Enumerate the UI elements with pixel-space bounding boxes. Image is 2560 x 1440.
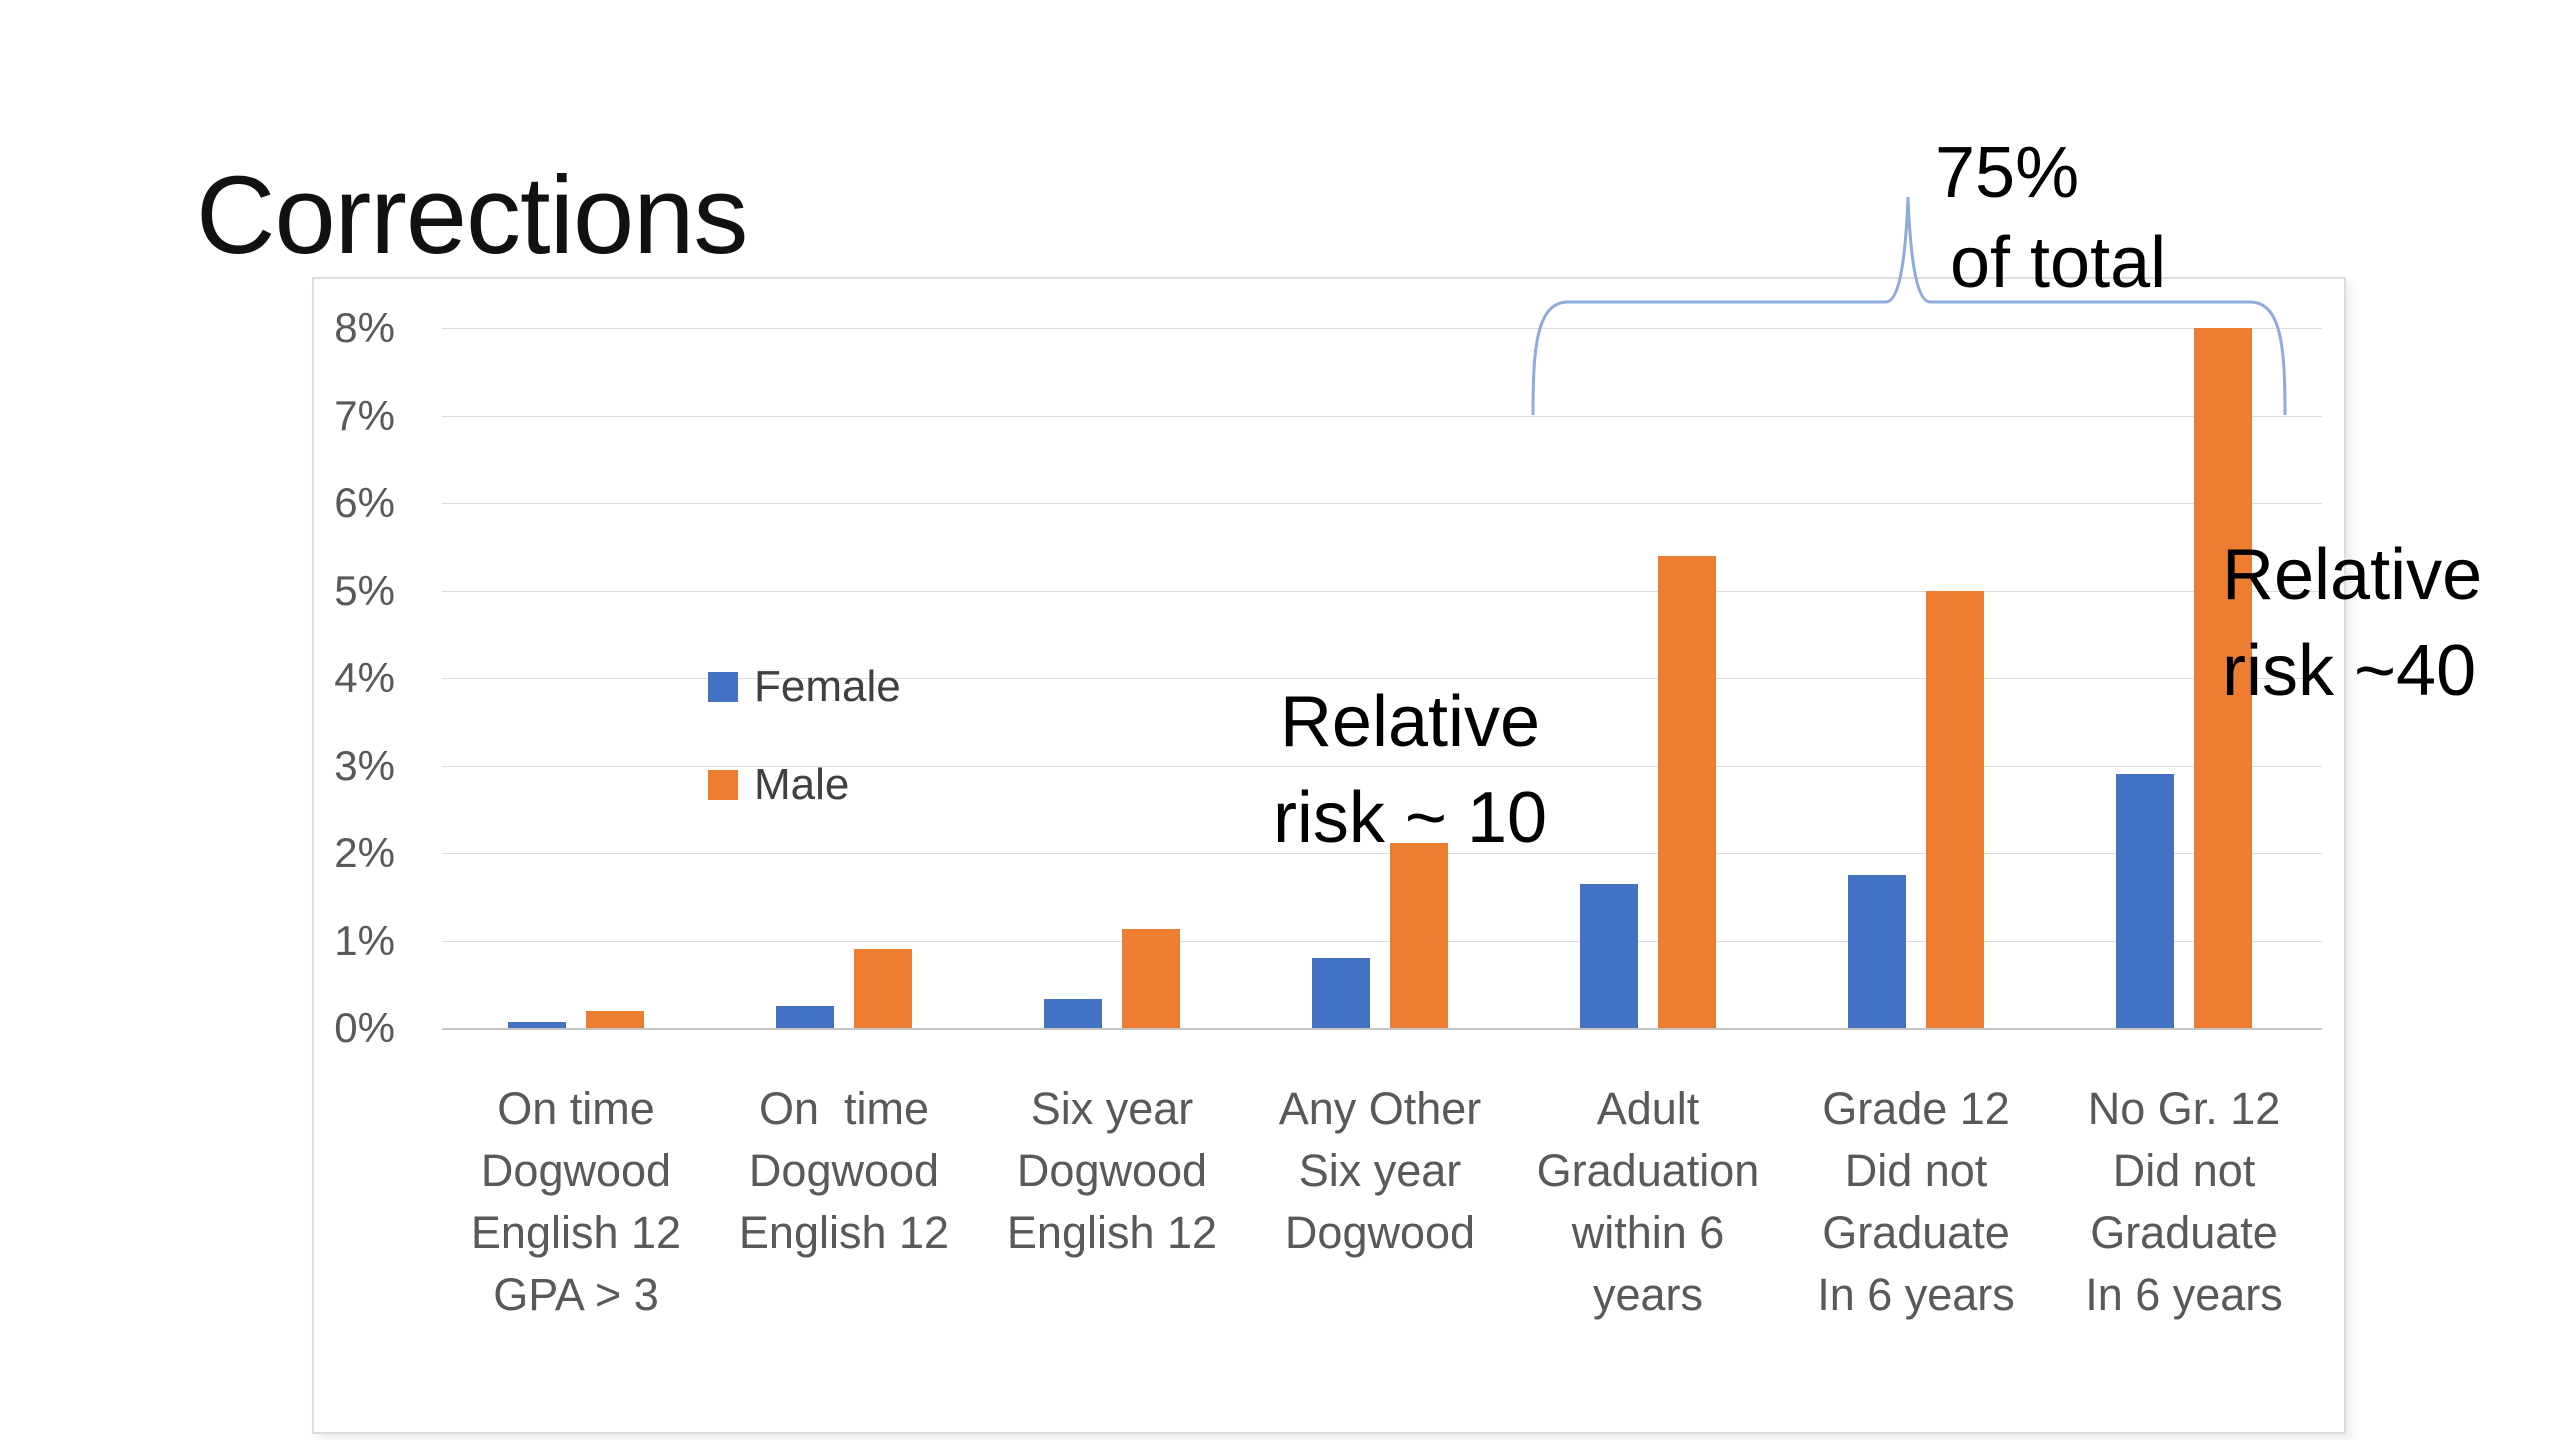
y-tick-label-4%: 4% (334, 654, 395, 701)
x-category-label-line: Dogwood (1284, 1207, 1476, 1258)
annotation-risk10-line1: Relative (1279, 682, 1541, 762)
bar-male-cat6 (1926, 590, 1984, 1028)
bar-female-cat7 (2116, 774, 2174, 1028)
x-category-label-line: Graduate (1822, 1207, 2010, 1258)
x-category-label-line: Dogwood (480, 1145, 672, 1196)
bar-male-cat7 (2194, 328, 2252, 1028)
y-tick-label-2%: 2% (334, 829, 395, 876)
x-category-label-line: On time (497, 1083, 655, 1134)
annotation-relative-risk-40: Relative risk ~40 (2222, 527, 2482, 719)
bar-male-cat3 (1122, 929, 1180, 1028)
annotation-75-line1: 75% (1935, 133, 2080, 213)
legend-swatch-female (708, 672, 738, 702)
y-tick-label-5%: 5% (334, 566, 395, 614)
bar-female-cat4 (1312, 958, 1370, 1028)
gridline-7% (442, 415, 2322, 417)
legend-item-female: Female (708, 662, 901, 711)
legend-swatch-male (708, 770, 738, 800)
x-category-label-line: Graduation (1536, 1145, 1760, 1196)
x-category-label-5: Adult Graduation within 6 years (1498, 1078, 1798, 1326)
x-category-label-line: On time (758, 1083, 930, 1134)
chart-plot-border (312, 277, 2346, 1434)
bar-female-cat2 (776, 1006, 834, 1028)
x-category-label-line: English 12 (1006, 1207, 1218, 1258)
y-tick-label-6%: 6% (334, 479, 395, 526)
bar-male-cat2 (854, 949, 912, 1028)
curly-brace-annotation (1531, 196, 2287, 416)
y-tick-label-1%: 1% (334, 916, 395, 964)
x-category-label-line: Any Other (1278, 1083, 1482, 1134)
x-category-label-line: Six year (1298, 1145, 1462, 1196)
bar-male-cat4 (1390, 842, 1448, 1028)
annotation-75-line2: of total (1950, 223, 2167, 303)
y-tick-label-8%: 8% (334, 304, 395, 351)
annotation-risk40-line1: Relative (2222, 535, 2483, 615)
annotation-relative-risk-10: Relative risk ~ 10 (1060, 674, 1760, 866)
gridline-0% (442, 1028, 2322, 1030)
x-category-label-line: Dogwood (748, 1145, 940, 1196)
gridline-8% (442, 328, 2322, 329)
y-tick-label-7%: 7% (334, 391, 395, 439)
y-tick-label-0%: 0% (334, 1004, 395, 1051)
bar-male-cat1 (586, 1010, 644, 1028)
gridline-1% (442, 940, 2322, 942)
gridline-2% (442, 853, 2322, 854)
legend: Female Male (708, 662, 901, 860)
bar-female-cat5 (1580, 883, 1638, 1028)
annotation-risk40-line2: risk ~40 (2222, 631, 2477, 711)
y-tick-label-3%: 3% (334, 741, 395, 789)
bar-male-cat5 (1658, 555, 1716, 1028)
curly-brace-path (1531, 196, 2287, 416)
x-category-label-1: On time Dogwood English 12 GPA > 3 (426, 1078, 726, 1326)
x-category-label-line: In 6 years (2085, 1269, 2283, 1320)
x-category-label-line: English 12 (470, 1207, 682, 1258)
x-category-label-line: English 12 (738, 1207, 950, 1258)
gridline-4% (442, 678, 2322, 679)
gridline-3% (442, 765, 2322, 767)
legend-label-female: Female (754, 662, 901, 711)
x-category-label-7: No Gr. 12 Did not Graduate In 6 years (2034, 1078, 2334, 1326)
x-category-label-line: In 6 years (1817, 1269, 2015, 1320)
x-category-label-4: Any Other Six year Dogwood (1230, 1078, 1530, 1264)
x-category-label-line: within 6 (1571, 1207, 1725, 1258)
x-category-label-line: Six year (1030, 1083, 1194, 1134)
x-category-label-line: Graduate (2090, 1207, 2278, 1258)
x-category-label-line: Adult (1596, 1083, 1700, 1134)
x-category-label-line: Did not (2112, 1145, 2256, 1196)
bar-female-cat1 (508, 1021, 566, 1028)
x-category-label-line: years (1592, 1269, 1704, 1320)
legend-item-male: Male (708, 760, 901, 809)
bar-female-cat6 (1848, 874, 1906, 1028)
legend-label-male: Male (754, 760, 850, 809)
x-category-label-line: Grade 12 (1822, 1083, 2010, 1134)
gridline-5% (442, 590, 2322, 592)
annotation-75-of-total: 75% of total (1935, 128, 2166, 308)
bar-female-cat3 (1044, 999, 1102, 1028)
x-category-label-6: Grade 12 Did not Graduate In 6 years (1766, 1078, 2066, 1326)
x-category-label-line: Dogwood (1016, 1145, 1208, 1196)
x-category-label-line: Did not (1844, 1145, 1988, 1196)
x-category-label-line: GPA > 3 (493, 1269, 659, 1320)
annotation-risk10-line2: risk ~ 10 (1272, 778, 1548, 858)
page-title: Corrections (196, 154, 748, 277)
gridline-6% (442, 503, 2322, 504)
x-category-label-line: No Gr. 12 (2087, 1083, 2281, 1134)
x-category-label-2: On time Dogwood English 12 (694, 1078, 994, 1264)
x-category-label-3: Six year Dogwood English 12 (962, 1078, 1262, 1264)
